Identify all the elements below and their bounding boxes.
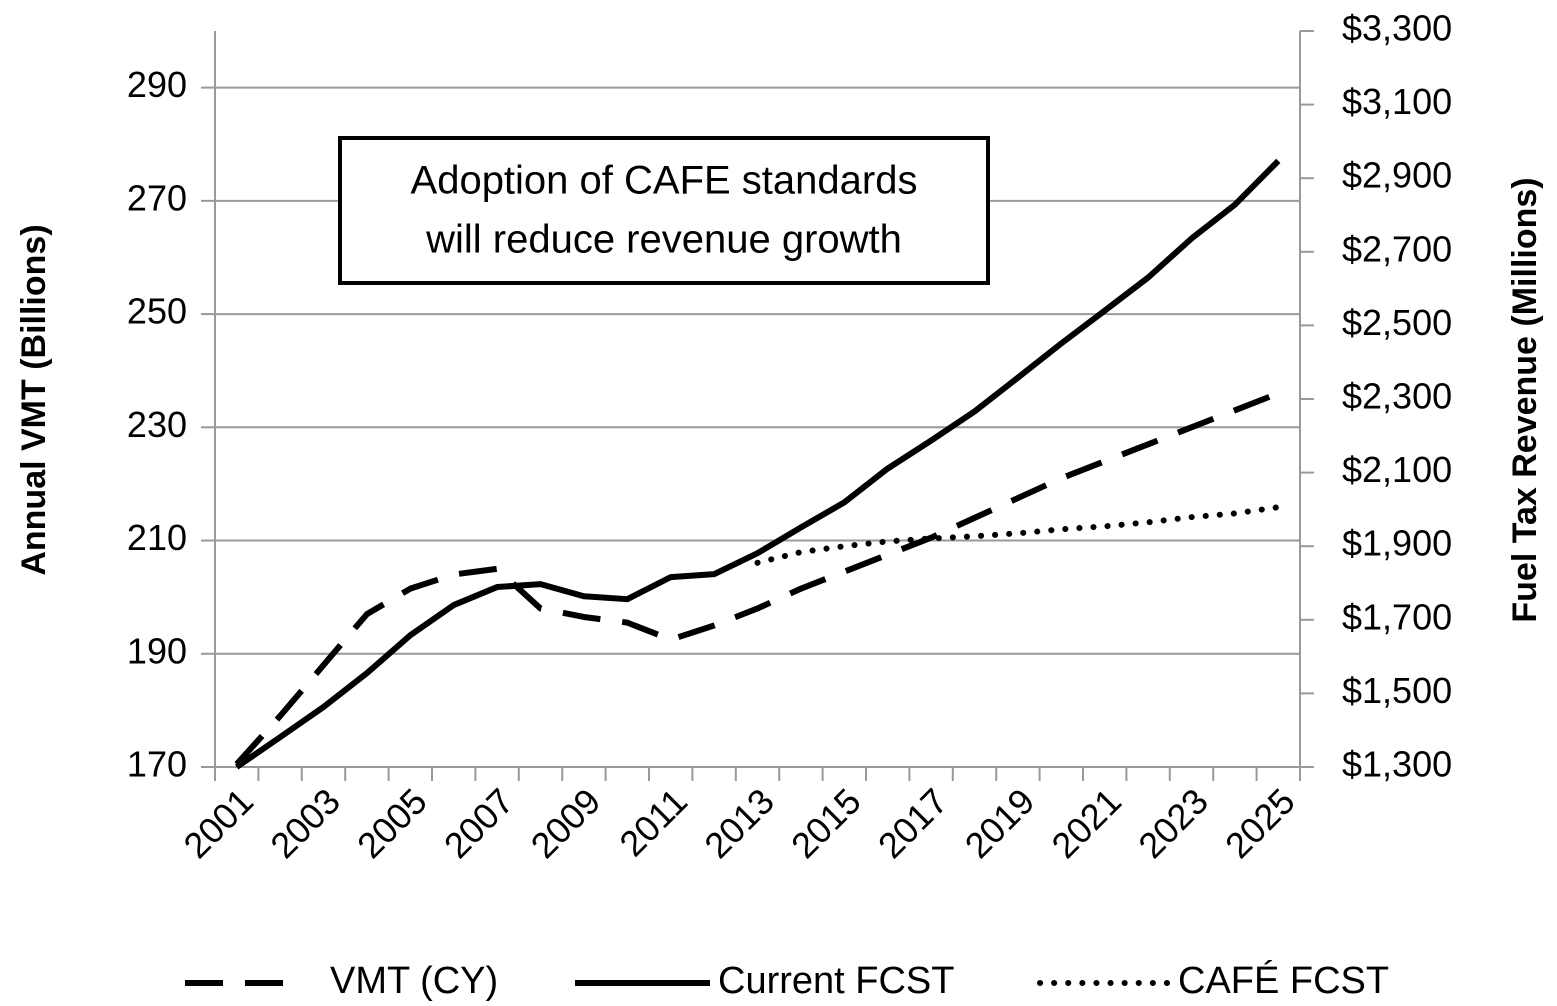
y2-tick-label: $3,100	[1342, 81, 1452, 122]
x-tick-label: 2011	[611, 780, 695, 864]
x-tick-label: 2019	[957, 780, 1043, 866]
y-tick-label: 230	[127, 404, 187, 445]
x-tick-label: 2003	[262, 780, 348, 866]
y-tick-label: 270	[127, 177, 187, 218]
series-line	[754, 504, 1282, 566]
x-tick-label: 2015	[783, 780, 869, 866]
y2-tick-label: $1,500	[1342, 670, 1452, 711]
y2-tick-label: $2,300	[1342, 376, 1452, 417]
annotation: Adoption of CAFE standards	[411, 159, 918, 203]
y2-axis-title: Fuel Tax Revenue (Millions)	[1506, 177, 1544, 622]
y-tick-label: 190	[127, 630, 187, 671]
series-line	[235, 158, 1281, 770]
annotation-box	[338, 136, 990, 285]
y2-tick-label: $1,700	[1342, 596, 1452, 637]
y2-tick-label: $1,900	[1342, 523, 1452, 564]
y2-tick-label: $1,300	[1342, 744, 1452, 785]
y-tick-label: 210	[127, 517, 187, 558]
annotation: will reduce revenue growth	[425, 218, 902, 262]
y2-tick-label: $2,700	[1342, 228, 1452, 269]
x-tick-label: 2017	[870, 780, 956, 866]
x-tick-label: 2005	[349, 780, 435, 866]
x-tick-label: 2013	[696, 780, 782, 866]
x-tick-label: 2021	[1043, 780, 1129, 866]
y2-tick-label: $2,100	[1342, 449, 1452, 490]
y-tick-label: 290	[127, 64, 187, 105]
x-tick-label: 2025	[1217, 780, 1303, 866]
legend-label: VMT (CY)	[330, 960, 498, 1002]
y2-tick-label: $2,500	[1342, 302, 1452, 343]
legend-label: CAFÉ FCST	[1178, 959, 1389, 1002]
series-line	[234, 390, 1280, 767]
y-tick-label: 170	[127, 744, 187, 785]
x-tick-label: 2023	[1130, 780, 1216, 866]
y2-tick-label: $3,300	[1342, 8, 1452, 49]
y2-tick-label: $2,900	[1342, 155, 1452, 196]
x-tick-label: 2001	[175, 780, 261, 866]
x-tick-label: 2007	[436, 780, 522, 866]
y-tick-label: 250	[127, 291, 187, 332]
x-tick-label: 2009	[523, 780, 609, 866]
legend-label: Current FCST	[718, 960, 954, 1002]
y-axis-title: Annual VMT (Billions)	[15, 224, 53, 575]
